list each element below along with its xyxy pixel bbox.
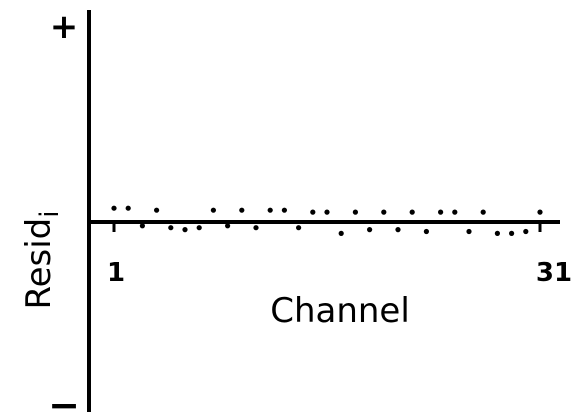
residual-point [253,225,259,231]
residual-point [523,228,529,235]
x-tick-label-31: 31 [536,258,572,288]
residual-point [310,209,316,215]
residual-point [466,228,472,235]
residual-point [125,205,131,211]
y-bottom-label: − [48,383,80,419]
residual-point [423,228,429,235]
x-tick-label-1: 1 [107,258,125,288]
residual-point [154,207,160,213]
residual-point [139,223,145,229]
residual-point [196,225,202,231]
residual-point [296,225,302,231]
residual-point [381,209,387,215]
residual-point [239,207,245,213]
residual-point [168,225,174,231]
residual-point [395,227,401,233]
y-axis-title-subscript: i [35,211,65,218]
residual-point [111,205,117,211]
y-top-label: + [50,7,79,47]
residual-points [111,205,543,236]
residual-point [352,209,358,215]
residual-point [480,209,486,215]
residual-point [225,223,231,229]
residual-point [409,209,415,215]
x-axis-title: Channel [270,291,410,331]
residual-point [281,207,287,213]
residual-point [452,209,458,215]
residual-point [338,230,344,236]
residual-point [210,207,216,213]
residual-point [367,227,373,233]
residual-point [182,227,188,233]
y-axis-title-main: Resid [19,218,59,310]
residual-point [267,207,273,213]
residual-point [509,230,515,236]
residual-point [324,209,330,215]
y-axis-title: Residi [19,211,65,310]
residual-point [537,209,543,215]
residual-point [494,230,500,236]
residual-point [438,209,444,215]
